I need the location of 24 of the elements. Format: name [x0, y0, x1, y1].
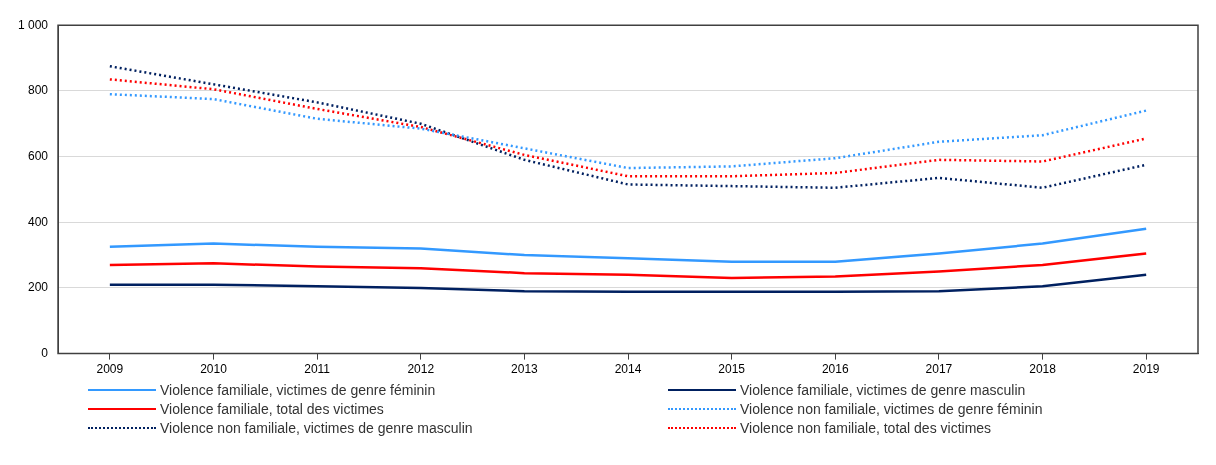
x-tick-label: 2013 [511, 362, 539, 377]
x-tick-label: 2018 [1029, 362, 1057, 377]
y-tick-label: 600 [28, 148, 49, 163]
x-tick-label: 2016 [821, 362, 849, 377]
x-tick-label: 2009 [96, 362, 124, 377]
x-tick-label: 2015 [718, 362, 746, 377]
x-tick-label: 2014 [614, 362, 642, 377]
legend-label: Violence familiale, victimes de genre masculin [740, 382, 1026, 398]
line-series [108, 92, 1148, 170]
legend-label: Violence familiale, victimes de genre féminin [160, 382, 436, 398]
y-tick-label: 800 [28, 83, 49, 98]
legend-label: Violence non familiale, victimes de genre féminin [740, 401, 1043, 417]
x-tick-label: 2017 [925, 362, 953, 377]
y-tick-label: 0 [41, 345, 49, 360]
x-tick-label: 2012 [407, 362, 435, 377]
y-tick-label: 400 [28, 214, 49, 229]
legend-label: Violence non familiale, victimes de genre masculin [160, 420, 473, 436]
legend-label: Violence familiale, total des victimes [160, 401, 384, 417]
x-tick-label: 2011 [304, 362, 331, 377]
x-tick-label: 2010 [200, 362, 228, 377]
x-tick-label: 2019 [1132, 362, 1160, 377]
legend-label: Violence non familiale, total des victimes [740, 420, 992, 436]
y-tick-label: 1 000 [18, 17, 49, 32]
y-tick-label: 200 [28, 280, 49, 295]
